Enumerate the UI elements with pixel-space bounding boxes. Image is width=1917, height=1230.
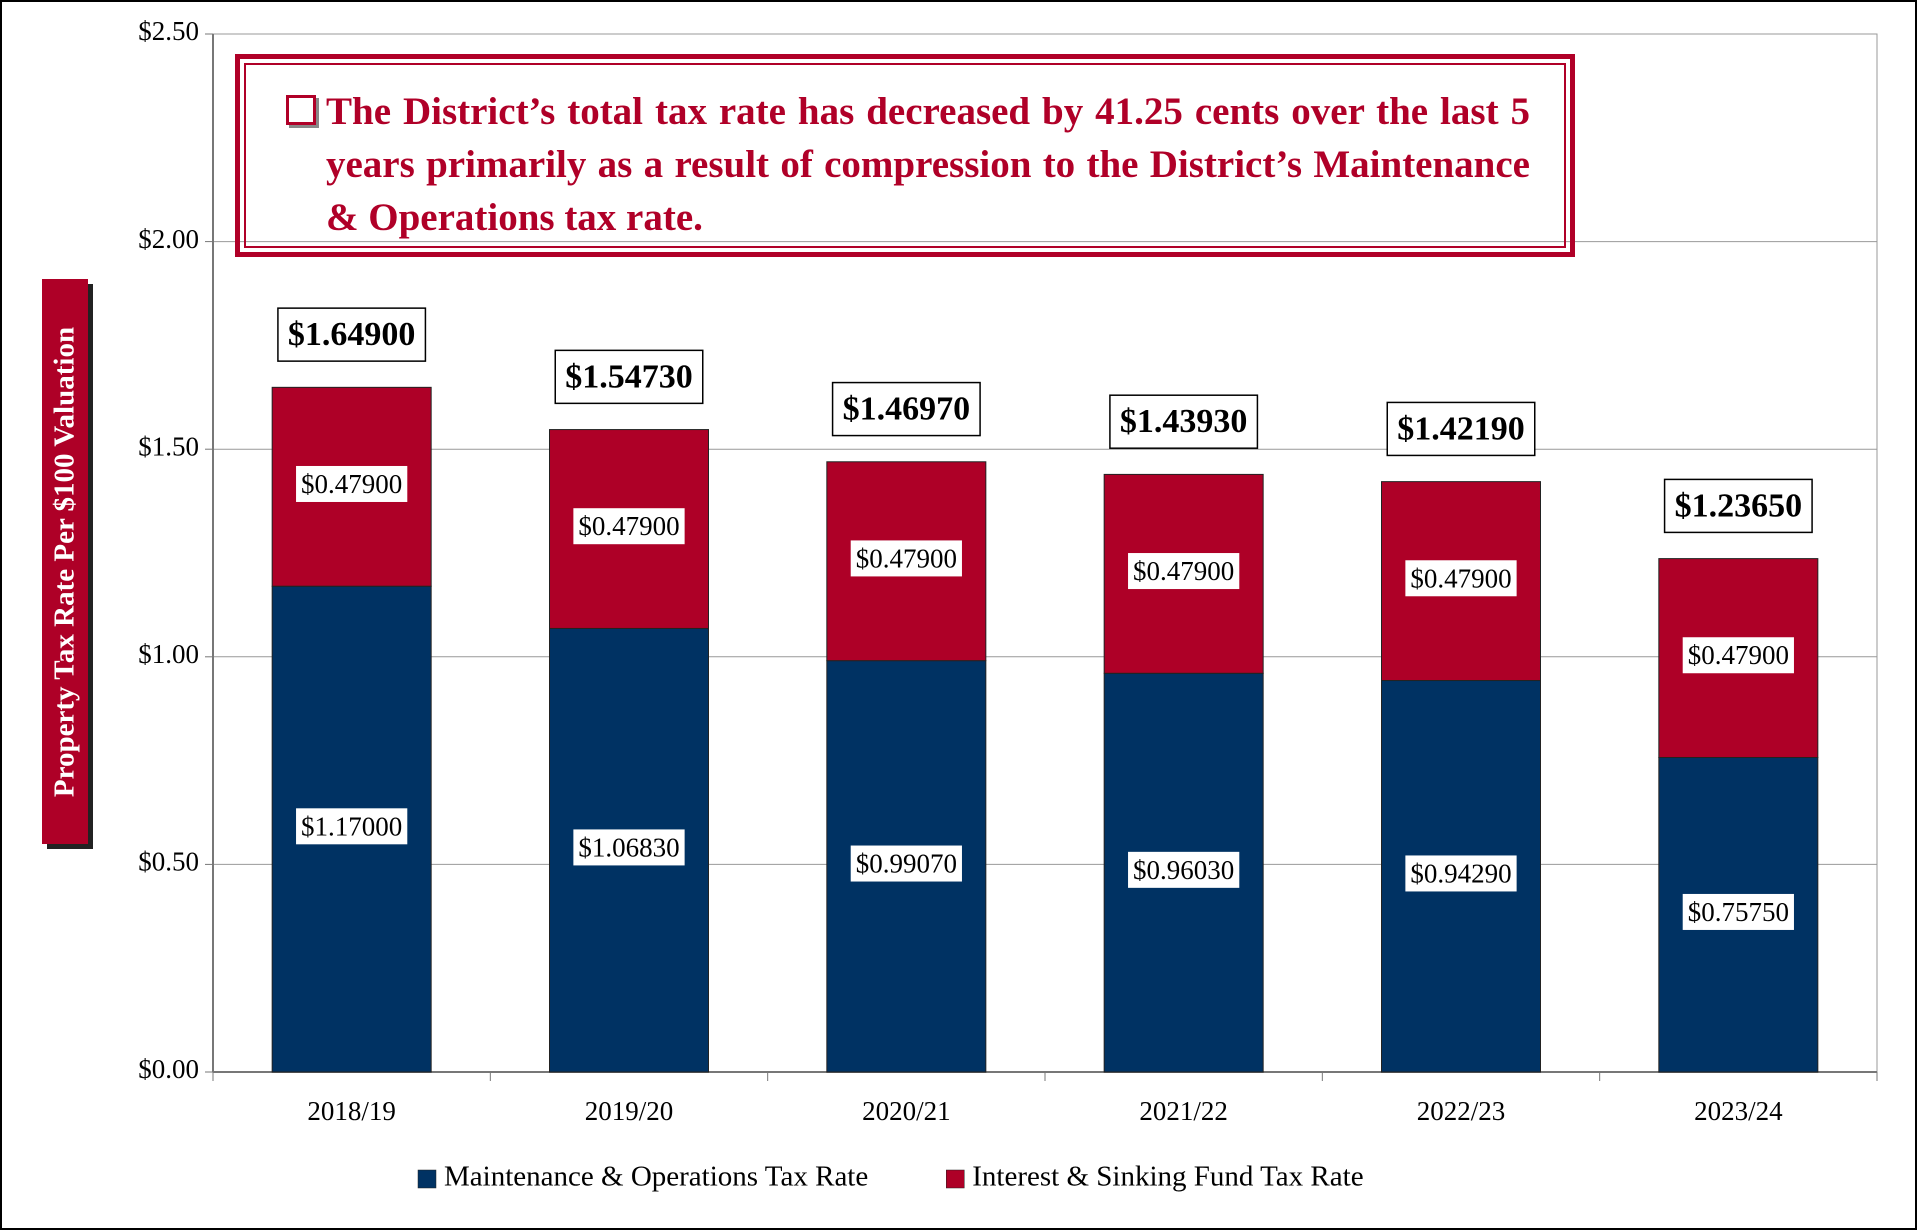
y-tick-label: $2.50: [138, 16, 199, 46]
annotation-inner: The District’s total tax rate has decrea…: [244, 63, 1566, 248]
x-tick-label: 2020/21: [862, 1096, 951, 1126]
legend-swatch: [417, 1169, 437, 1189]
y-tick-label: $1.00: [138, 639, 199, 669]
total-label-box: [554, 349, 704, 405]
legend-label: Maintenance & Operations Tax Rate: [444, 1161, 868, 1193]
x-tick-label: 2021/22: [1139, 1096, 1228, 1126]
total-label-box: [831, 381, 981, 437]
total-label-box: [1663, 478, 1813, 534]
y-tick-label: $0.00: [138, 1054, 199, 1084]
value-label-box: [296, 465, 408, 502]
value-label: $0.96030: [1133, 855, 1234, 885]
y-axis-label-box: Property Tax Rate Per $100 Valuation: [42, 279, 88, 844]
value-label: $0.47900: [1133, 556, 1234, 586]
value-label: $1.54730: [565, 358, 693, 395]
value-label: $0.94290: [1410, 858, 1511, 888]
y-axis-label: Property Tax Rate Per $100 Valuation: [48, 326, 81, 797]
x-tick-label: 2018/19: [307, 1096, 396, 1126]
y-tick-label: $2.00: [138, 224, 199, 254]
value-label-box: [1128, 851, 1240, 888]
value-label: $0.47900: [301, 469, 402, 499]
value-label: $1.46970: [843, 391, 971, 428]
value-label: $1.42190: [1397, 410, 1525, 447]
value-label-box: [1405, 560, 1517, 597]
value-label-box: [296, 808, 408, 845]
legend-swatch: [946, 1169, 965, 1189]
value-label: $1.23650: [1675, 487, 1803, 524]
value-label: $0.47900: [856, 543, 957, 573]
value-label: $0.47900: [1688, 640, 1789, 670]
value-label: $1.06830: [578, 832, 679, 862]
value-label-box: [573, 829, 685, 866]
value-label: $0.47900: [578, 511, 679, 541]
value-label: $0.47900: [1410, 563, 1511, 593]
value-label-box: [850, 540, 962, 577]
checkbox-icon: [286, 95, 316, 125]
y-tick-label: $1.50: [138, 431, 199, 461]
value-label-box: [1682, 637, 1794, 674]
value-label: $1.64900: [288, 316, 416, 353]
x-tick-label: 2022/23: [1417, 1096, 1506, 1126]
total-label-box: [277, 307, 427, 362]
x-tick-label: 2023/24: [1694, 1096, 1783, 1126]
y-tick-label: $0.50: [138, 847, 199, 877]
x-tick-label: 2019/20: [585, 1096, 674, 1126]
legend-label: Interest & Sinking Fund Tax Rate: [972, 1161, 1363, 1193]
value-label-box: [1405, 855, 1517, 892]
value-label-box: [1682, 893, 1794, 930]
value-label-box: [850, 845, 962, 882]
annotation: The District’s total tax rate has decrea…: [326, 90, 1530, 239]
total-label-box: [1386, 401, 1536, 457]
value-label: $0.99070: [856, 849, 957, 879]
value-label-box: [573, 508, 685, 545]
total-label-box: [1109, 394, 1259, 449]
value-label: $1.17000: [301, 811, 402, 841]
annotation-box: The District’s total tax rate has decrea…: [235, 54, 1575, 257]
value-label: $1.43930: [1120, 403, 1248, 440]
value-label: $0.75750: [1688, 897, 1789, 927]
value-label-box: [1128, 553, 1240, 590]
